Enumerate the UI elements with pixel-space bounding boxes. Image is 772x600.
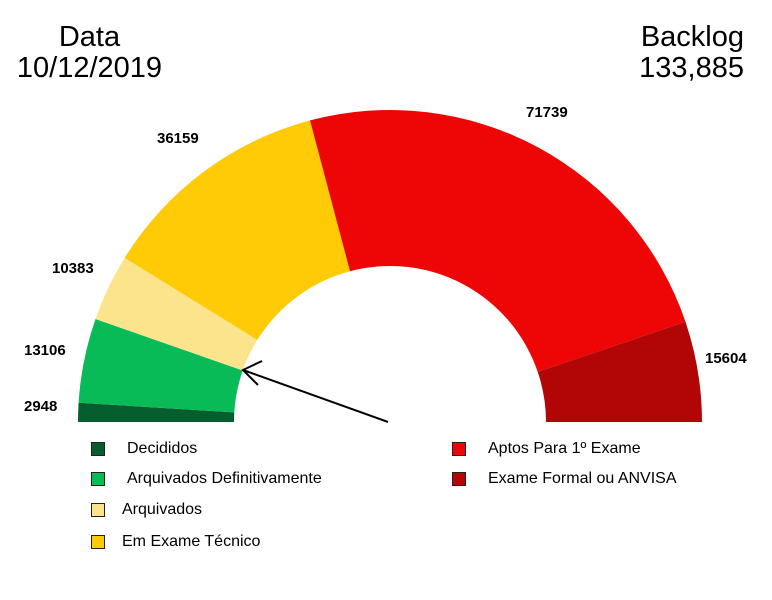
value-label-aptos: 71739	[526, 104, 568, 121]
legend-item-arquivados-definitivamente: Arquivados Definitivamente	[91, 470, 322, 488]
arrow-annotation	[243, 361, 388, 422]
value-label-arquivados: 10383	[52, 260, 94, 277]
value-label-decididos: 2948	[24, 398, 57, 415]
legend-swatch-icon	[452, 442, 466, 456]
chart-segments	[78, 110, 702, 422]
value-label-exame-formal: 15604	[705, 350, 747, 367]
legend-label: Arquivados Definitivamente	[127, 470, 322, 488]
value-label-arquivados-definitivamente: 13106	[24, 342, 66, 359]
legend-swatch-icon	[91, 503, 105, 517]
legend-item-exame-formal: Exame Formal ou ANVISA	[452, 470, 677, 488]
legend-label: Decididos	[127, 440, 197, 458]
legend-item-em-exame-tecnico: Em Exame Técnico	[91, 533, 260, 551]
legend-item-decididos: Decididos	[91, 440, 197, 458]
legend-label: Aptos Para 1º Exame	[488, 440, 641, 458]
legend-item-aptos: Aptos Para 1º Exame	[452, 440, 641, 458]
legend-item-arquivados: Arquivados	[91, 501, 202, 519]
legend-swatch-icon	[452, 472, 466, 486]
value-label-em-exame-tecnico: 36159	[157, 130, 199, 147]
legend-label: Exame Formal ou ANVISA	[488, 470, 677, 488]
legend-label: Arquivados	[122, 501, 202, 519]
legend-swatch-icon	[91, 442, 105, 456]
legend-swatch-icon	[91, 535, 105, 549]
segment-aptos-para-1-exame	[310, 110, 685, 372]
legend-swatch-icon	[91, 472, 105, 486]
legend-label: Em Exame Técnico	[122, 533, 260, 551]
